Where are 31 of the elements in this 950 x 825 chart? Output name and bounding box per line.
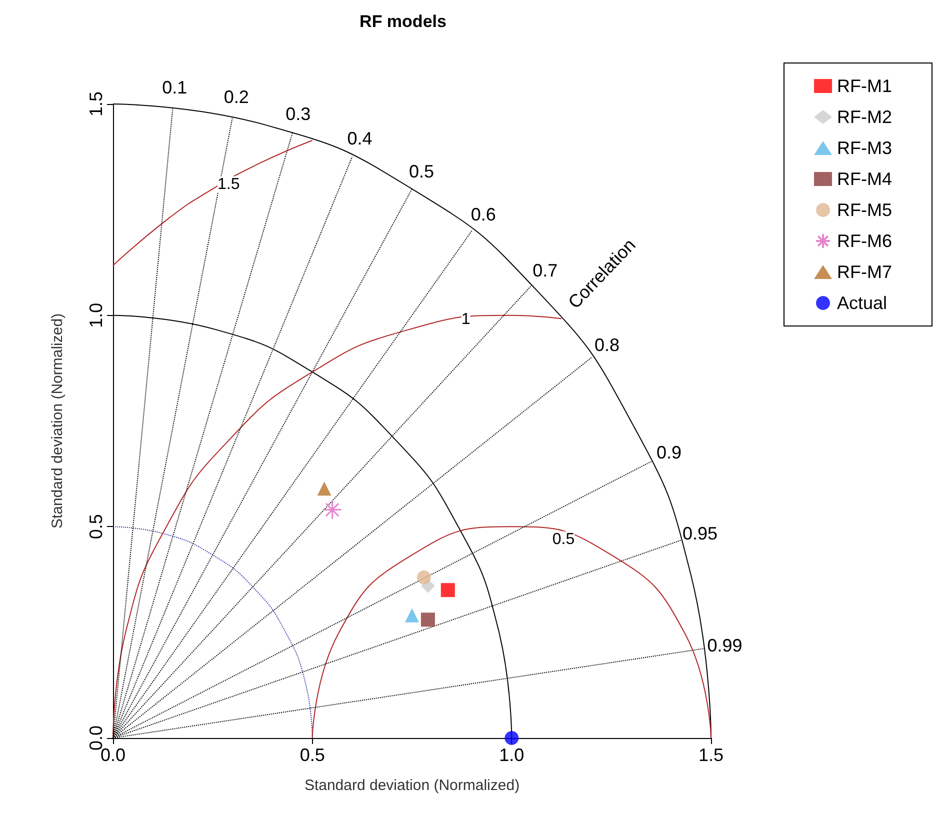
y-tick-label: 1.5 [86,91,106,117]
annotation: 0.95 [682,524,718,544]
x-tick-label: 1.5 [698,745,724,765]
legend-label: RF-M5 [837,200,892,220]
annotation: 0.3 [286,104,311,124]
annotation: 0.5 [409,161,434,182]
annotation: 0.4 [347,128,372,148]
legend-label: RF-M7 [837,262,892,282]
legend-label: RF-M6 [837,231,892,251]
y-axis-title: Standard deviation (Normalized) [49,313,66,529]
chart-title: RF models [360,12,446,31]
x-axis-title: Standard deviation (Normalized) [304,777,520,794]
y-tick-label: 1.0 [86,302,106,328]
legend-label: RF-M4 [837,169,892,189]
x-tick-label: 1.0 [499,745,524,765]
y-tick-label: 0.5 [86,514,106,540]
annotation: 0.7 [532,260,558,281]
annotation: 0.9 [656,442,682,462]
annotation: 1.5 [217,176,240,193]
legend-label: RF-M1 [837,76,892,96]
annotation: 0.1 [162,77,188,98]
legend-label: Actual [837,293,888,313]
x-tick-label: 0.5 [300,745,325,765]
annotation: 0.6 [470,204,496,224]
legend-label: RF-M3 [837,138,892,158]
annotation: 0.5 [552,530,575,548]
annotation: 0.8 [594,335,620,356]
annotation: 1 [461,311,470,328]
annotation: 0.99 [707,635,742,656]
legend-label: RF-M2 [837,107,892,127]
annotation: 0.2 [224,87,249,108]
